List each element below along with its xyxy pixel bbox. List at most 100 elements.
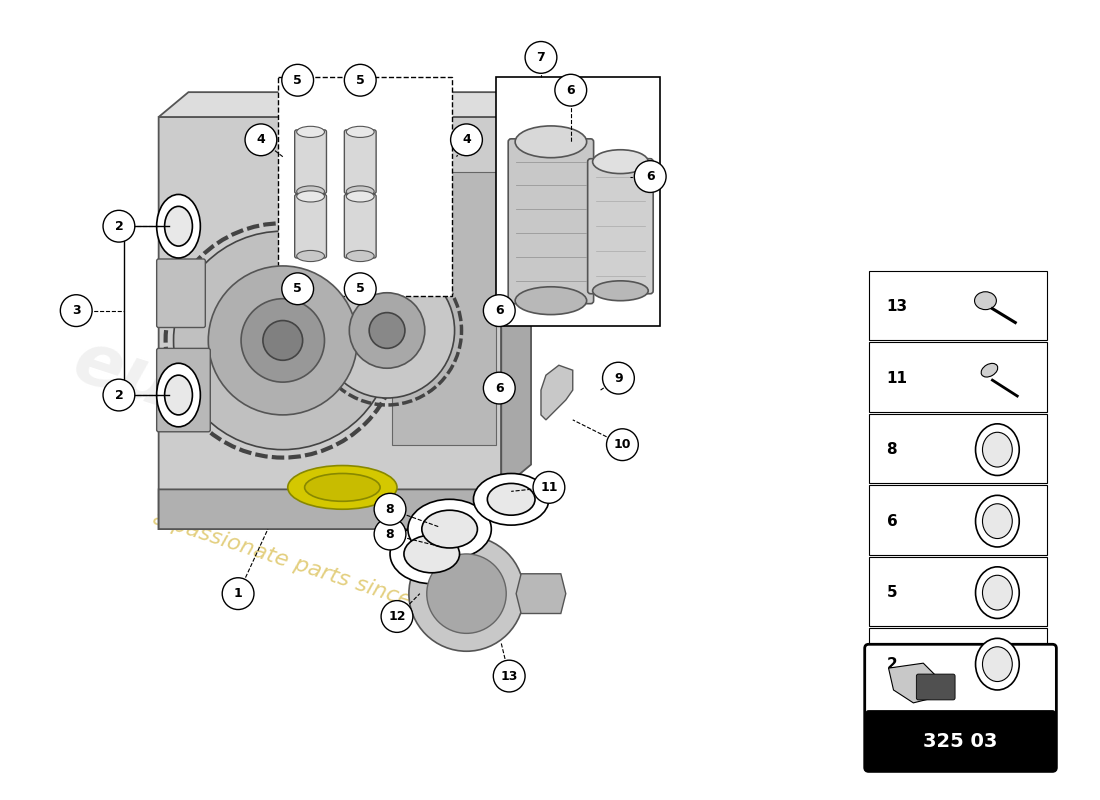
Circle shape bbox=[263, 321, 302, 360]
Circle shape bbox=[409, 536, 524, 651]
Ellipse shape bbox=[515, 126, 586, 158]
Text: 8: 8 bbox=[386, 502, 394, 516]
Ellipse shape bbox=[408, 499, 492, 559]
Circle shape bbox=[603, 362, 635, 394]
Ellipse shape bbox=[404, 535, 460, 573]
Circle shape bbox=[60, 294, 92, 326]
Text: eurospares: eurospares bbox=[65, 326, 520, 533]
Ellipse shape bbox=[346, 186, 374, 197]
Circle shape bbox=[381, 601, 412, 632]
FancyBboxPatch shape bbox=[869, 629, 1047, 698]
Text: 11: 11 bbox=[540, 481, 558, 494]
Ellipse shape bbox=[297, 186, 324, 197]
FancyBboxPatch shape bbox=[156, 259, 206, 327]
FancyBboxPatch shape bbox=[865, 644, 1056, 771]
Ellipse shape bbox=[487, 483, 535, 515]
Text: 4: 4 bbox=[256, 134, 265, 146]
Text: a passionate parts since 1985: a passionate parts since 1985 bbox=[151, 507, 475, 630]
Text: 8: 8 bbox=[386, 527, 394, 541]
FancyBboxPatch shape bbox=[295, 130, 327, 194]
Text: 5: 5 bbox=[887, 585, 898, 600]
Text: 5: 5 bbox=[356, 282, 364, 295]
Ellipse shape bbox=[165, 206, 192, 246]
Circle shape bbox=[319, 263, 454, 398]
Circle shape bbox=[208, 266, 358, 415]
Circle shape bbox=[282, 64, 314, 96]
Polygon shape bbox=[158, 92, 531, 117]
Text: 5: 5 bbox=[294, 74, 302, 86]
FancyBboxPatch shape bbox=[869, 557, 1047, 626]
Ellipse shape bbox=[390, 524, 473, 584]
Text: 325 03: 325 03 bbox=[923, 732, 998, 750]
Polygon shape bbox=[889, 663, 938, 703]
Circle shape bbox=[534, 471, 564, 503]
Circle shape bbox=[374, 494, 406, 525]
Ellipse shape bbox=[421, 510, 477, 548]
Ellipse shape bbox=[297, 191, 324, 202]
FancyBboxPatch shape bbox=[508, 139, 594, 304]
Ellipse shape bbox=[982, 575, 1012, 610]
Text: 2: 2 bbox=[114, 220, 123, 233]
Text: 6: 6 bbox=[495, 382, 504, 394]
Text: 6: 6 bbox=[887, 514, 898, 529]
Text: 6: 6 bbox=[646, 170, 654, 183]
FancyBboxPatch shape bbox=[392, 171, 496, 445]
FancyBboxPatch shape bbox=[869, 271, 1047, 341]
FancyBboxPatch shape bbox=[344, 130, 376, 194]
FancyBboxPatch shape bbox=[869, 414, 1047, 483]
Text: 8: 8 bbox=[887, 442, 898, 457]
Ellipse shape bbox=[346, 126, 374, 138]
FancyBboxPatch shape bbox=[869, 486, 1047, 555]
FancyBboxPatch shape bbox=[344, 194, 376, 258]
Circle shape bbox=[245, 124, 277, 156]
Text: 5: 5 bbox=[294, 282, 302, 295]
Circle shape bbox=[350, 293, 425, 368]
FancyBboxPatch shape bbox=[866, 711, 1055, 770]
Circle shape bbox=[344, 273, 376, 305]
FancyBboxPatch shape bbox=[916, 674, 955, 700]
Polygon shape bbox=[158, 490, 502, 529]
Circle shape bbox=[635, 161, 667, 193]
Text: 7: 7 bbox=[537, 51, 546, 64]
Text: 11: 11 bbox=[887, 370, 907, 386]
FancyBboxPatch shape bbox=[869, 342, 1047, 412]
FancyBboxPatch shape bbox=[496, 78, 660, 326]
Circle shape bbox=[483, 294, 515, 326]
Circle shape bbox=[483, 372, 515, 404]
Polygon shape bbox=[516, 574, 565, 614]
Circle shape bbox=[174, 231, 392, 450]
Ellipse shape bbox=[982, 504, 1012, 538]
Text: 5: 5 bbox=[356, 74, 364, 86]
Circle shape bbox=[606, 429, 638, 461]
Text: 1: 1 bbox=[233, 587, 242, 600]
Circle shape bbox=[344, 64, 376, 96]
Ellipse shape bbox=[976, 424, 1020, 475]
Circle shape bbox=[103, 379, 135, 411]
Circle shape bbox=[374, 518, 406, 550]
Ellipse shape bbox=[593, 281, 648, 301]
Ellipse shape bbox=[515, 286, 586, 314]
Circle shape bbox=[222, 578, 254, 610]
Ellipse shape bbox=[981, 363, 998, 377]
Text: 2: 2 bbox=[114, 389, 123, 402]
FancyBboxPatch shape bbox=[587, 158, 653, 294]
Ellipse shape bbox=[288, 466, 397, 510]
Ellipse shape bbox=[305, 474, 381, 502]
Ellipse shape bbox=[156, 363, 200, 427]
Ellipse shape bbox=[297, 126, 324, 138]
Circle shape bbox=[370, 313, 405, 348]
Circle shape bbox=[282, 273, 314, 305]
Circle shape bbox=[451, 124, 483, 156]
FancyBboxPatch shape bbox=[295, 194, 327, 258]
Ellipse shape bbox=[156, 194, 200, 258]
Ellipse shape bbox=[473, 474, 549, 525]
Text: 13: 13 bbox=[887, 299, 907, 314]
Ellipse shape bbox=[297, 250, 324, 262]
Text: 10: 10 bbox=[614, 438, 631, 451]
Circle shape bbox=[241, 298, 324, 382]
Text: 2: 2 bbox=[887, 657, 898, 672]
Circle shape bbox=[427, 554, 506, 634]
Text: 6: 6 bbox=[495, 304, 504, 317]
Text: 4: 4 bbox=[462, 134, 471, 146]
Text: 3: 3 bbox=[72, 304, 80, 317]
